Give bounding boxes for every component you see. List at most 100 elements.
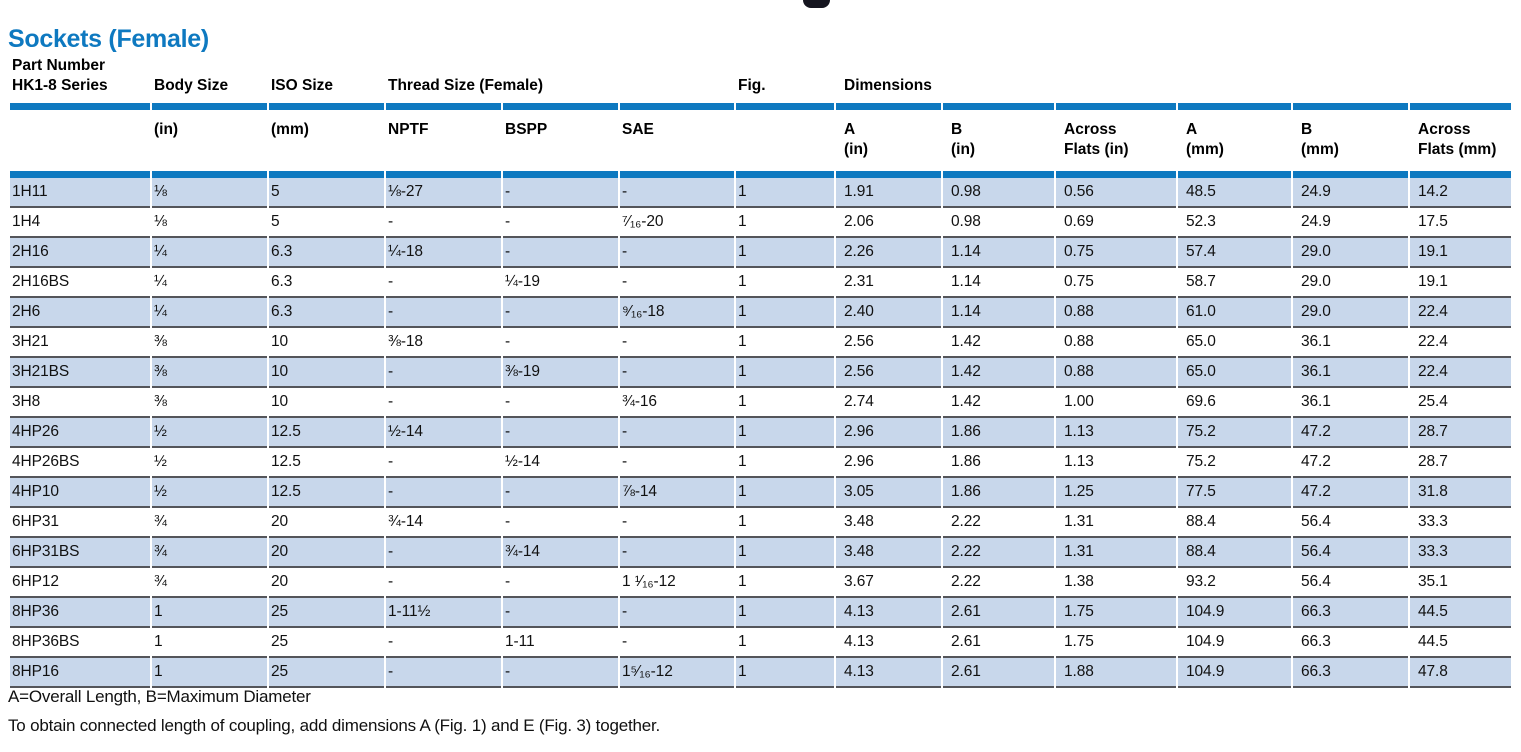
table-cell: 3.05: [836, 478, 941, 508]
table-cell: 10: [269, 358, 384, 388]
group-header-cell: [503, 54, 618, 110]
table-cell: ½-14: [386, 418, 501, 448]
table-cell: 31.8: [1410, 478, 1511, 508]
table-cell: 1: [736, 328, 834, 358]
table-cell: ⅜-19: [503, 358, 618, 388]
table-cell: 75.2: [1178, 448, 1291, 478]
table-cell: 104.9: [1178, 628, 1291, 658]
table-cell: -: [503, 658, 618, 688]
table-cell: 0.69: [1056, 208, 1176, 238]
group-header-cell: Thread Size (Female): [386, 54, 543, 110]
table-cell: 66.3: [1293, 628, 1408, 658]
table-cell: 0.98: [943, 178, 1054, 208]
part-number-cell: 1H11: [10, 178, 150, 208]
table-cell: -: [620, 538, 734, 568]
part-number-cell: 3H21: [10, 328, 150, 358]
table-cell: ⅜: [152, 358, 267, 388]
table-cell: 1⁵⁄₁₆-12: [620, 658, 734, 688]
table-cell: 1: [736, 478, 834, 508]
table-cell: 1: [736, 388, 834, 418]
table-cell: 61.0: [1178, 298, 1291, 328]
table-cell: 4.13: [836, 628, 941, 658]
table-cell: 22.4: [1410, 298, 1511, 328]
table-cell: 12.5: [269, 418, 384, 448]
table-cell: 1: [736, 538, 834, 568]
table-cell: 0.75: [1056, 238, 1176, 268]
table-row: 3H8 ⅜ 10- - ¾-16 1 2.74 1.42 1.00 69.6 36.1 25.4: [10, 388, 1511, 418]
group-header-cell: [1178, 54, 1291, 110]
table-cell: 24.9: [1293, 178, 1408, 208]
group-header-cell: [620, 54, 734, 110]
table-cell: -: [386, 478, 501, 508]
table-cell: 4.13: [836, 598, 941, 628]
table-cell: 1: [152, 628, 267, 658]
table-cell: 1: [736, 358, 834, 388]
table-cell: 6.3: [269, 238, 384, 268]
table-cell: 47.2: [1293, 478, 1408, 508]
sub-header-cell: [736, 110, 834, 178]
table-cell: ¾: [152, 568, 267, 598]
table-cell: 1: [736, 628, 834, 658]
sub-header-row: (in) (mm) NPTF BSPP SAE A (in) B (in) Across Fl…: [10, 110, 1511, 178]
table-cell: 1: [152, 598, 267, 628]
table-cell: ¾: [152, 538, 267, 568]
table-cell: 2.61: [943, 598, 1054, 628]
table-cell: -: [386, 358, 501, 388]
table-cell: 12.5: [269, 448, 384, 478]
group-header-cell: [943, 54, 1054, 110]
table-cell: 47.8: [1410, 658, 1511, 688]
table-cell: -: [386, 538, 501, 568]
table-cell: 22.4: [1410, 358, 1511, 388]
table-cell: 65.0: [1178, 358, 1291, 388]
table-row: 2H16 ¼ 6.3 ¼-18- -1 2.26 1.14 0.75 57.4 29.0 19.1: [10, 238, 1511, 268]
table-cell: 93.2: [1178, 568, 1291, 598]
table-row: 1H11 ⅛ 5 ⅛-27- -1 1.91 0.98 0.56 48.5 24.9 14.2: [10, 178, 1511, 208]
table-row: 2H16BS ¼ 6.3- ¼-19-1 2.31 1.14 0.75 58.7 29.0 19.…: [10, 268, 1511, 298]
table-cell: 29.0: [1293, 238, 1408, 268]
table-cell: 1.75: [1056, 598, 1176, 628]
table-cell: 2.56: [836, 358, 941, 388]
table-cell: 66.3: [1293, 658, 1408, 688]
table-cell: 3.48: [836, 538, 941, 568]
table-cell: 56.4: [1293, 508, 1408, 538]
table-cell: 1.13: [1056, 418, 1176, 448]
table-cell: 66.3: [1293, 598, 1408, 628]
table-cell: 58.7: [1178, 268, 1291, 298]
table-cell: 1: [736, 568, 834, 598]
table-cell: 1.42: [943, 328, 1054, 358]
table-row: 8HP36 1 25 1-11½ - -1 4.13 2.61 1.75 104.9 66.3 44.…: [10, 598, 1511, 628]
table-cell: 1.86: [943, 418, 1054, 448]
table-row: 6HP12 ¾ 20- -1 ¹⁄₁₆-12 1 3.67 2.22 1.38 93.2 56.4…: [10, 568, 1511, 598]
sub-header-cell: [10, 110, 150, 178]
table-cell: 1.86: [943, 478, 1054, 508]
table-cell: 0.75: [1056, 268, 1176, 298]
table-cell: 19.1: [1410, 268, 1511, 298]
part-number-cell: 2H6: [10, 298, 150, 328]
table-cell: 1: [736, 178, 834, 208]
group-header-row: Part Number HK1-8 Series Body Size ISO Siz…: [10, 54, 1511, 110]
sub-header-cell: B (mm): [1293, 110, 1408, 178]
part-number-cell: 6HP31BS: [10, 538, 150, 568]
table-cell: 1: [736, 598, 834, 628]
table-row: 3H21 ⅜ 10 ⅜-18- -1 2.56 1.42 0.88 65.0 36.1 22.4: [10, 328, 1511, 358]
part-number-cell: 2H16: [10, 238, 150, 268]
table-cell: 5: [269, 208, 384, 238]
table-cell: ¼-18: [386, 238, 501, 268]
table-cell: -: [620, 328, 734, 358]
sub-header-cell: BSPP: [503, 110, 618, 178]
table-cell: 1.91: [836, 178, 941, 208]
table-header: Part Number HK1-8 Series Body Size ISO Siz…: [10, 54, 1511, 178]
page-title: Sockets (Female): [8, 24, 209, 53]
table-cell: 47.2: [1293, 418, 1408, 448]
table-row: 4HP10 ½ 12.5- - ⅞-14 1 3.05 1.86 1.25 77.5 47.2 31.…: [10, 478, 1511, 508]
table-cell: 1.13: [1056, 448, 1176, 478]
table-cell: 1: [736, 298, 834, 328]
table-cell: 2.31: [836, 268, 941, 298]
sub-header-cell: NPTF: [386, 110, 501, 178]
table-cell: 1: [736, 448, 834, 478]
table-row: 8HP16 1 25- -1⁵⁄₁₆-12 1 4.13 2.61 1.88 104.9 66.3…: [10, 658, 1511, 688]
table-body: 1H11 ⅛ 5 ⅛-27- -1 1.91 0.98 0.56 48.5 24.9 14.2 1H4…: [10, 178, 1511, 688]
table-cell: 0.88: [1056, 358, 1176, 388]
table-cell: 33.3: [1410, 508, 1511, 538]
table-cell: -: [620, 268, 734, 298]
